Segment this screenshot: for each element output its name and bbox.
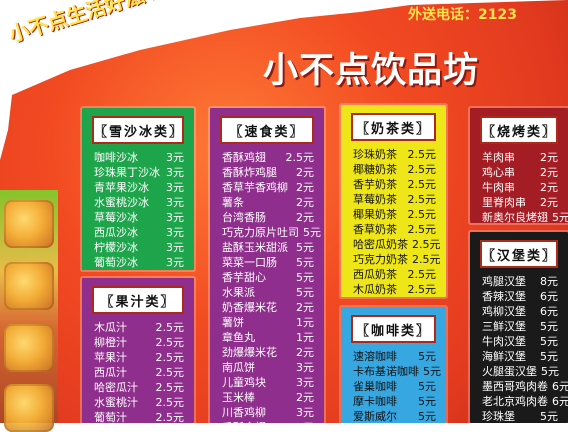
menu-item: 香草芋香鸡柳 2元 (222, 181, 314, 194)
menu-item: 雀巢咖啡 5元 (353, 380, 436, 393)
menu-item: 玉米棒 2元 (222, 391, 314, 404)
menu-items-susi: 香酥鸡翅 2.5元 香酥炸鸡腿 2元 香草芋香鸡柳 2元 薯条 2元 台湾香肠 2元 巧克… (222, 150, 321, 423)
menu-item: 柠檬沙冰 3元 (94, 241, 184, 254)
menu-title-guozhi: 〖果汁类〗 (92, 286, 184, 314)
menu-item: 西瓜沙冰 3元 (94, 226, 184, 239)
food-photo-4 (4, 384, 54, 432)
menu-item: 草莓奶茶 2.5元 (353, 193, 436, 206)
menu-item: 葡萄汁 2.5元 (94, 411, 184, 423)
shop-title: 小不点饮品坊 (263, 51, 480, 91)
menu-item: 薯条 2元 (222, 196, 314, 209)
menu-item: 鸡腿汉堡 8元 (482, 275, 558, 288)
menu-items-shaokao: 羊肉串 2元 鸡心串 2元 牛肉串 2元 里脊肉串 2元 新奥尔良烤翅 5元 (482, 150, 568, 223)
menu-item: 香酥炸鸡腿 2元 (222, 166, 314, 179)
menu-item: 水蜜桃汁 2.5元 (94, 396, 184, 409)
menu-item: 香芋甜心 5元 (222, 271, 314, 284)
menu-item: 哈密瓜奶茶 2.5元 (353, 238, 441, 251)
menu-item: 珍珠果丁沙冰 3元 (94, 166, 184, 179)
menu-panel-kafei: 〖咖啡类〗 速溶咖啡 5元 卡布基诺咖啡 5元 雀巢咖啡 5元 摩卡咖啡 5元 爱斯威尔… (341, 307, 446, 423)
delivery-text: 外送电话：2123 (408, 7, 517, 23)
menu-items-guozhi: 木瓜汁 2.5元 柳橙汁 2.5元 苹果汁 2.5元 西瓜汁 2.5元 哈密瓜汁 2.5元… (94, 320, 184, 423)
menu-items-xuesha: 咖啡沙冰 3元 珍珠果丁沙冰 3元 青苹果沙冰 3元 水蜜桃沙冰 3元 草莓沙冰 3元 西… (94, 150, 184, 270)
menu-title-naicha: 〖奶茶类〗 (351, 113, 436, 141)
menu-title-susi: 〖速食类〗 (220, 116, 314, 144)
menu-item: 草莓沙冰 3元 (94, 211, 184, 224)
menu-item: 葡萄沙冰 3元 (94, 256, 184, 269)
menu-item: 摩卡咖啡 5元 (353, 395, 436, 408)
menu-item: 南瓜饼 3元 (222, 361, 314, 374)
menu-item: 里脊肉串 2元 (482, 196, 558, 209)
menu-item: 墨西哥鸡肉卷 6元 (482, 380, 568, 393)
menu-item: 三鲜汉堡 5元 (482, 320, 558, 333)
menu-item: 劲爆爆米花 2元 (222, 346, 314, 359)
menu-item: 奶香爆米花 2元 (222, 301, 314, 314)
menu-item: 巧克力原片吐司 5元 (222, 226, 321, 239)
menu-item: 川香鸡柳 3元 (222, 406, 314, 419)
menu-item: 章鱼丸 1元 (222, 331, 314, 344)
menu-item: 柳橙汁 2.5元 (94, 336, 184, 349)
menu-panel-naicha: 〖奶茶类〗 珍珠奶茶 2.5元 椰糖奶茶 2.5元 香芋奶茶 2.5元 草莓奶茶 2.5… (341, 105, 446, 297)
menu-item: 鸡柳汉堡 6元 (482, 305, 558, 318)
menu-item: 菜菜一口肠 5元 (222, 256, 314, 269)
menu-item: 火腿蛋汉堡 5元 (482, 365, 559, 378)
menu-panel-hanbao: 〖汉堡类〗 鸡腿汉堡 8元 香辣汉堡 6元 鸡柳汉堡 6元 三鲜汉堡 5元 牛肉汉堡 5元… (470, 232, 568, 423)
food-photo-2 (4, 262, 54, 310)
menu-items-naicha: 珍珠奶茶 2.5元 椰糖奶茶 2.5元 香芋奶茶 2.5元 草莓奶茶 2.5元 椰果奶茶… (353, 147, 441, 297)
menu-item: 香酥全翅6元 (222, 420, 314, 423)
menu-item: 薯饼 1元 (222, 316, 314, 329)
menu-item: 海鲜汉堡 5元 (482, 350, 558, 363)
menu-item: 椰糖奶茶 2.5元 (353, 163, 436, 176)
food-photo-strip (0, 190, 58, 432)
menu-item: 羊肉串 2元 (482, 151, 558, 164)
menu-panel-shaokao: 〖烧烤类〗 羊肉串 2元 鸡心串 2元 牛肉串 2元 里脊肉串 2元 新奥尔良烤翅 5元 (470, 108, 568, 223)
menu-item: 香酥鸡翅 2.5元 (222, 151, 314, 164)
menu-item: 水蜜桃沙冰 3元 (94, 196, 184, 209)
food-photo-3 (4, 324, 54, 372)
menu-item: 木瓜汁 2.5元 (94, 321, 184, 334)
menu-panel-xuesha: 〖雪沙冰类〗 咖啡沙冰 3元 珍珠果丁沙冰 3元 青苹果沙冰 3元 水蜜桃沙冰 3元 草… (82, 108, 194, 270)
menu-panel-guozhi: 〖果汁类〗 木瓜汁 2.5元 柳橙汁 2.5元 苹果汁 2.5元 西瓜汁 2.5元 哈密… (82, 278, 194, 423)
menu-item: 香辣汉堡 6元 (482, 290, 558, 303)
menu-item: 牛肉汉堡 5元 (482, 335, 558, 348)
menu-item: 爱斯威尔 5元 (353, 410, 436, 423)
menu-panel-susi: 〖速食类〗 香酥鸡翅 2.5元 香酥炸鸡腿 2元 香草芋香鸡柳 2元 薯条 2元 台湾香… (210, 108, 324, 423)
slogan-text: 小不点生活好滋味！ (6, 0, 186, 47)
menu-items-hanbao: 鸡腿汉堡 8元 香辣汉堡 6元 鸡柳汉堡 6元 三鲜汉堡 5元 牛肉汉堡 5元 海鲜汉堡 5… (482, 274, 568, 423)
menu-item: 牛肉串 2元 (482, 181, 558, 194)
menu-item: 西瓜汁 2.5元 (94, 366, 184, 379)
menu-item: 巧克力奶茶 2.5元 (353, 253, 441, 266)
menu-item: 老北京鸡肉卷 6元 (482, 395, 568, 408)
menu-item: 椰果奶茶 2.5元 (353, 208, 436, 221)
menu-title-kafei: 〖咖啡类〗 (351, 315, 436, 343)
menu-item: 鸡心串 2元 (482, 166, 558, 179)
menu-title-shaokao: 〖烧烤类〗 (480, 116, 558, 144)
menu-item: 盐酥玉米甜派 5元 (222, 241, 314, 254)
menu-item: 西瓜奶茶 2.5元 (353, 268, 436, 281)
menu-item: 苹果汁 2.5元 (94, 351, 184, 364)
menu-items-kafei: 速溶咖啡 5元 卡布基诺咖啡 5元 雀巢咖啡 5元 摩卡咖啡 5元 爱斯威尔 5元 (353, 349, 441, 423)
food-photo-1 (4, 200, 54, 248)
menu-item: 水果派 5元 (222, 286, 314, 299)
menu-item: 香芋奶茶 2.5元 (353, 178, 436, 191)
menu-item: 儿童鸡块 3元 (222, 376, 314, 389)
menu-item: 咖啡沙冰 3元 (94, 151, 184, 164)
menu-item: 速溶咖啡 5元 (353, 350, 436, 363)
menu-item: 珍珠堡 5元 (482, 410, 558, 423)
menu-item: 珍珠奶茶 2.5元 (353, 148, 436, 161)
menu-item: 香草奶茶 2.5元 (353, 223, 436, 236)
menu-item: 卡布基诺咖啡 5元 (353, 365, 441, 378)
menu-title-hanbao: 〖汉堡类〗 (480, 240, 558, 268)
menu-item: 新奥尔良烤翅 5元 (482, 211, 568, 223)
menu-item: 台湾香肠 2元 (222, 211, 314, 224)
menu-title-xuesha: 〖雪沙冰类〗 (92, 116, 184, 144)
menu-item: 青苹果沙冰 3元 (94, 181, 184, 194)
menu-item: 哈密瓜汁 2.5元 (94, 381, 184, 394)
menu-item: 木瓜奶茶 2.5元 (353, 283, 436, 296)
